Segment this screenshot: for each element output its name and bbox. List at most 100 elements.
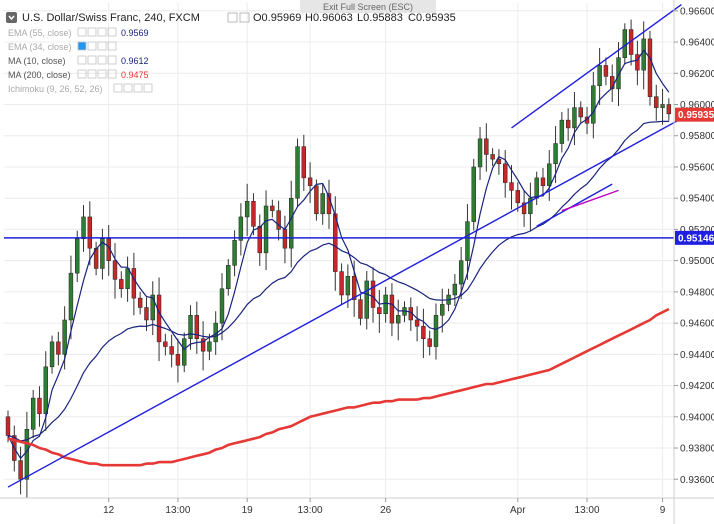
indicator-settings-icon[interactable]: [97, 27, 107, 37]
indicator-settings-icon[interactable]: [97, 55, 107, 65]
candle-up[interactable]: [232, 240, 237, 266]
indicator-settings-icon[interactable]: [87, 69, 97, 79]
candle-up[interactable]: [465, 221, 470, 261]
candle-up[interactable]: [81, 216, 86, 240]
candle-down[interactable]: [270, 205, 275, 211]
candle-up[interactable]: [238, 216, 244, 241]
candle-up[interactable]: [547, 163, 552, 186]
candle-up[interactable]: [553, 143, 558, 165]
candle-up[interactable]: [49, 341, 55, 368]
candle-up[interactable]: [396, 315, 401, 324]
candle-down[interactable]: [169, 346, 174, 355]
candle-up[interactable]: [62, 319, 67, 355]
candle-down[interactable]: [93, 247, 99, 269]
candle-down[interactable]: [578, 107, 583, 118]
candle-down[interactable]: [377, 307, 382, 314]
candle-up[interactable]: [263, 205, 269, 254]
candle-down[interactable]: [257, 226, 262, 254]
candle-up[interactable]: [226, 265, 231, 290]
indicator-settings-icon[interactable]: [97, 41, 107, 51]
candle-up[interactable]: [289, 197, 294, 249]
candle-up[interactable]: [572, 107, 577, 129]
indicator-settings-icon[interactable]: [87, 41, 97, 51]
candle-down[interactable]: [654, 96, 659, 108]
candle-up[interactable]: [458, 260, 464, 285]
support-long[interactable]: [7, 117, 682, 488]
candle-up[interactable]: [622, 29, 627, 58]
candle-down[interactable]: [666, 104, 672, 115]
candle-down[interactable]: [484, 138, 489, 155]
candle-down[interactable]: [358, 299, 363, 319]
exit-fullscreen-button[interactable]: [300, 0, 436, 13]
candle-down[interactable]: [490, 154, 495, 160]
candle-up[interactable]: [433, 315, 439, 347]
candle-down[interactable]: [521, 202, 527, 215]
candle-up[interactable]: [383, 294, 388, 314]
candle-down[interactable]: [515, 190, 521, 204]
candle-down[interactable]: [496, 158, 502, 165]
candle-up[interactable]: [30, 397, 36, 430]
support-short[interactable]: [536, 183, 613, 227]
candle-up[interactable]: [660, 104, 665, 108]
candle-up[interactable]: [591, 85, 596, 124]
candle-down[interactable]: [389, 294, 395, 324]
indicator-settings-icon[interactable]: [107, 55, 117, 65]
candle-up[interactable]: [641, 38, 646, 71]
candle-up[interactable]: [244, 201, 250, 218]
candle-up[interactable]: [24, 429, 30, 480]
candle-up[interactable]: [295, 146, 300, 199]
candle-down[interactable]: [307, 177, 313, 186]
candle-up[interactable]: [345, 276, 351, 296]
candle-down[interactable]: [421, 325, 426, 339]
indicator-settings-icon[interactable]: [87, 27, 97, 37]
candle-down[interactable]: [647, 38, 653, 97]
candle-down[interactable]: [565, 119, 571, 129]
candle-up[interactable]: [477, 138, 483, 168]
candle-down[interactable]: [251, 201, 256, 227]
candle-down[interactable]: [131, 268, 137, 299]
candle-up[interactable]: [559, 119, 565, 144]
indicator-settings-icon[interactable]: [107, 69, 117, 79]
indicator-settings-icon[interactable]: [107, 41, 117, 51]
candle-up[interactable]: [440, 304, 445, 316]
candle-down[interactable]: [144, 307, 149, 321]
candle-down[interactable]: [112, 260, 118, 280]
candle-up[interactable]: [75, 238, 80, 274]
candle-down[interactable]: [503, 163, 508, 183]
candle-down[interactable]: [314, 185, 319, 215]
candle-down[interactable]: [194, 315, 200, 339]
indicator-settings-icon[interactable]: [77, 27, 87, 37]
candle-down[interactable]: [163, 341, 168, 347]
indicator-settings-icon[interactable]: [123, 83, 133, 93]
candle-up[interactable]: [182, 338, 187, 366]
candle-down[interactable]: [509, 182, 514, 191]
candle-down[interactable]: [276, 210, 281, 230]
candle-down[interactable]: [200, 338, 206, 352]
indicator-settings-icon[interactable]: [77, 41, 87, 51]
candle-down[interactable]: [282, 229, 288, 249]
candle-up[interactable]: [207, 341, 212, 352]
candle-down[interactable]: [18, 460, 23, 480]
symbol-settings-icons[interactable]: [227, 12, 250, 23]
candle-down[interactable]: [137, 297, 143, 308]
candle-down[interactable]: [370, 280, 376, 308]
candle-up[interactable]: [597, 65, 602, 87]
indicator-settings-icon[interactable]: [77, 55, 87, 65]
candle-up[interactable]: [471, 166, 476, 222]
candle-up[interactable]: [150, 294, 155, 321]
candle-down[interactable]: [414, 319, 420, 327]
indicator-settings-icon[interactable]: [143, 83, 153, 93]
candle-up[interactable]: [616, 57, 621, 90]
candle-up[interactable]: [364, 280, 369, 319]
candle-down[interactable]: [156, 294, 162, 343]
plot-area[interactable]: [4, 3, 682, 499]
indicator-settings-icon[interactable]: [133, 83, 143, 93]
candle-down[interactable]: [351, 276, 357, 300]
indicator-settings-icon[interactable]: [87, 55, 97, 65]
channel-upper[interactable]: [511, 3, 682, 129]
indicator-settings-icon[interactable]: [113, 83, 123, 93]
candle-down[interactable]: [175, 354, 181, 366]
candle-down[interactable]: [5, 416, 11, 436]
candle-down[interactable]: [635, 54, 640, 71]
